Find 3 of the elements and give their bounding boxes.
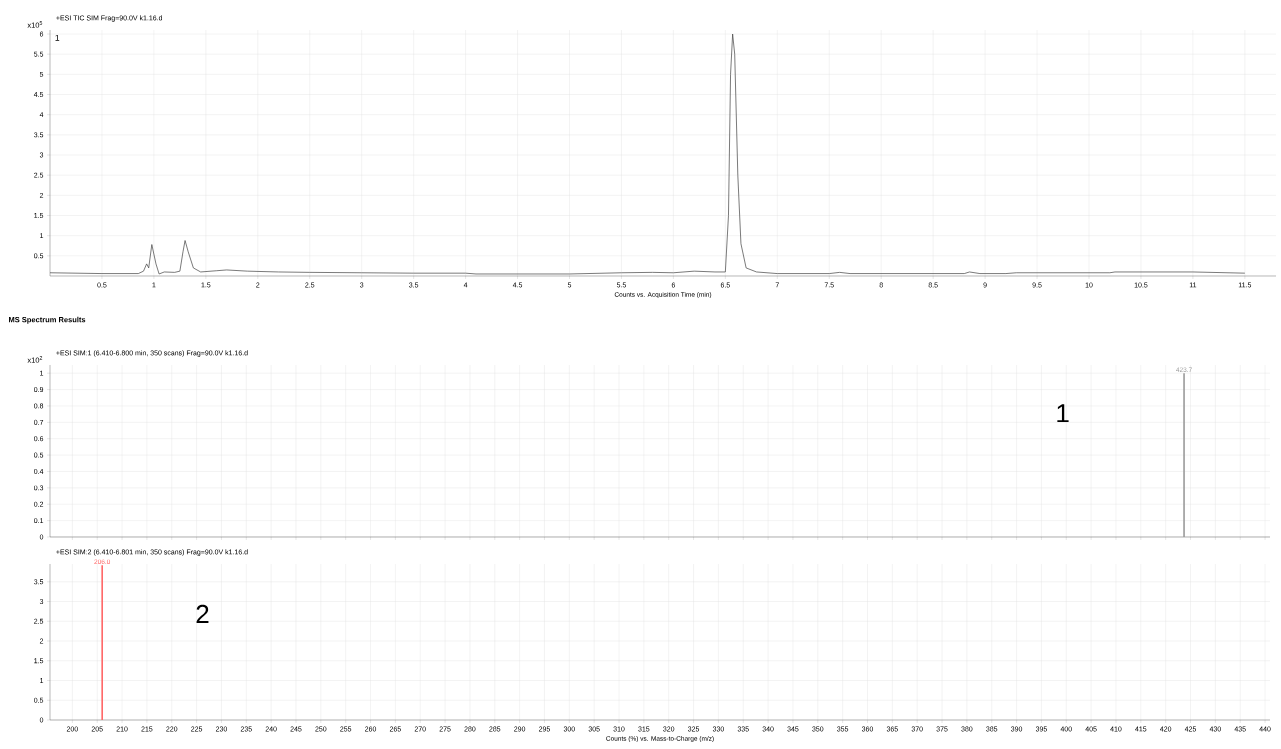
annotation: 2 xyxy=(196,604,209,623)
annotation: 1 xyxy=(1057,404,1069,423)
annotation: 1 xyxy=(55,34,60,41)
